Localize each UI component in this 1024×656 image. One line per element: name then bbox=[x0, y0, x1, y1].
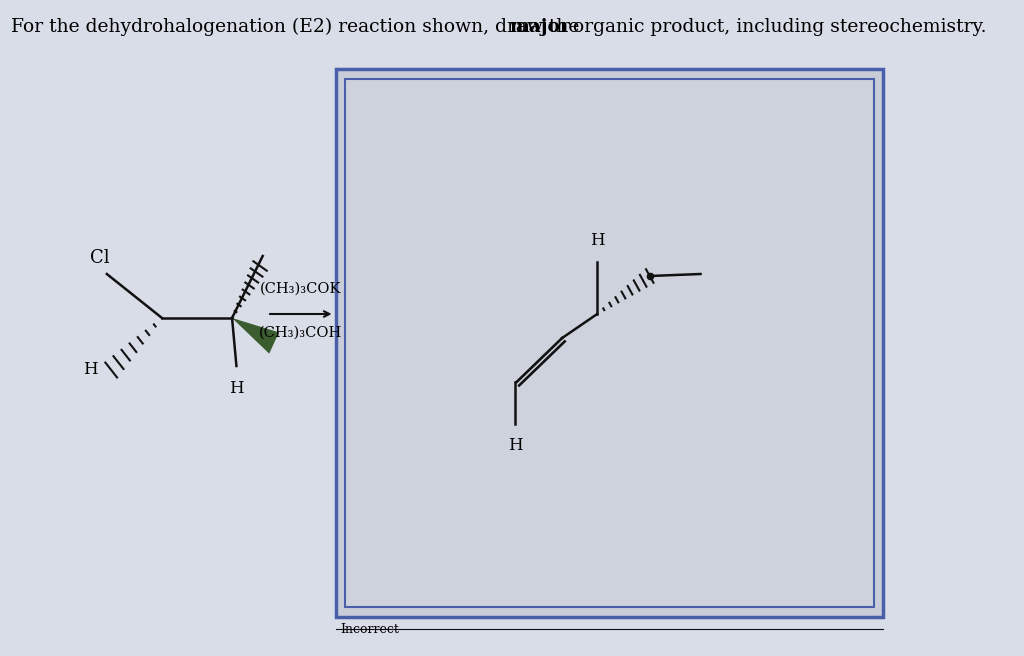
Text: (CH₃)₃COK: (CH₃)₃COK bbox=[260, 282, 342, 296]
Text: H: H bbox=[508, 437, 522, 454]
Text: (CH₃)₃COH: (CH₃)₃COH bbox=[259, 326, 342, 340]
Polygon shape bbox=[597, 314, 651, 372]
Text: H: H bbox=[590, 232, 604, 249]
Text: Incorrect: Incorrect bbox=[341, 623, 399, 636]
Text: For the dehydrohalogenation (E2) reaction shown, draw the: For the dehydrohalogenation (E2) reactio… bbox=[11, 18, 586, 36]
Text: H: H bbox=[229, 380, 244, 397]
Bar bbox=[336, 69, 884, 617]
Bar bbox=[345, 79, 874, 607]
Polygon shape bbox=[232, 318, 279, 354]
Text: Cl: Cl bbox=[90, 249, 110, 267]
Text: organic product, including stereochemistry.: organic product, including stereochemist… bbox=[566, 18, 986, 36]
Text: major: major bbox=[510, 18, 570, 36]
Text: H: H bbox=[83, 361, 97, 379]
